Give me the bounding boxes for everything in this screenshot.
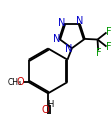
Text: H: H	[47, 100, 53, 109]
Text: N: N	[58, 18, 65, 29]
Text: N: N	[75, 16, 83, 26]
Text: F: F	[95, 48, 100, 58]
Text: O: O	[16, 77, 23, 87]
Text: CH₃: CH₃	[8, 78, 22, 87]
Text: N: N	[65, 44, 72, 54]
Text: F: F	[105, 27, 111, 37]
Text: F: F	[105, 42, 111, 52]
Text: O: O	[41, 105, 49, 115]
Text: N: N	[53, 34, 60, 43]
